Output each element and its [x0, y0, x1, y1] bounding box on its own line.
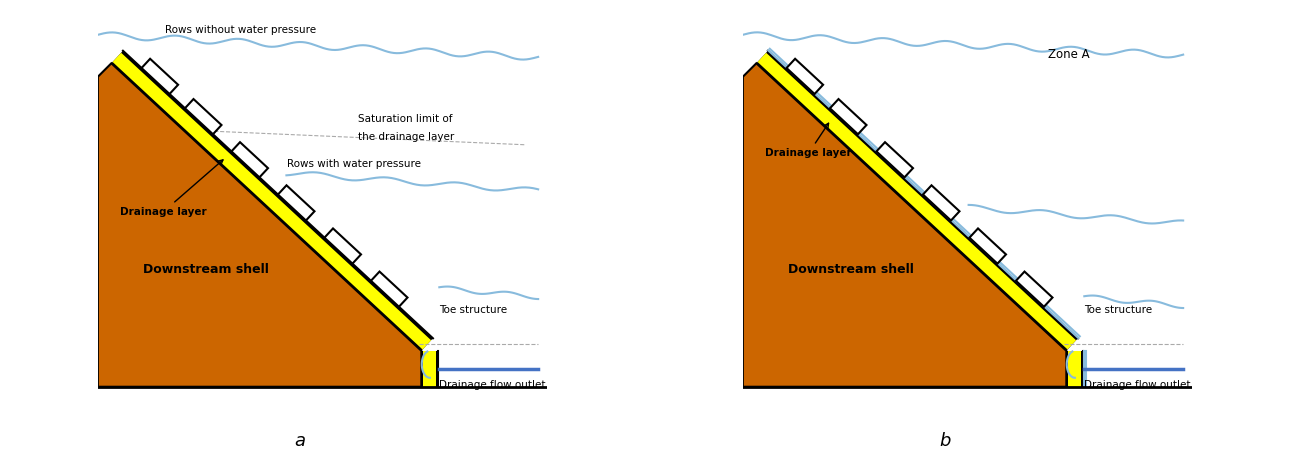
Polygon shape — [757, 53, 1076, 350]
Polygon shape — [111, 51, 433, 351]
Polygon shape — [372, 271, 408, 307]
Polygon shape — [876, 142, 913, 177]
Polygon shape — [325, 228, 361, 263]
Polygon shape — [970, 228, 1006, 263]
Polygon shape — [756, 51, 1078, 351]
Polygon shape — [922, 185, 960, 220]
Polygon shape — [142, 59, 178, 94]
Text: Zone A: Zone A — [1049, 48, 1090, 61]
Text: Rows with water pressure: Rows with water pressure — [286, 160, 421, 169]
Text: Drainage layer: Drainage layer — [120, 160, 223, 217]
Polygon shape — [422, 351, 439, 387]
Polygon shape — [829, 99, 867, 134]
Text: Rows without water pressure: Rows without water pressure — [165, 25, 316, 35]
Text: Drainage layer: Drainage layer — [765, 123, 851, 158]
Text: Downstream shell: Downstream shell — [788, 263, 913, 277]
Polygon shape — [423, 351, 436, 387]
Polygon shape — [231, 142, 268, 177]
Text: Drainage flow outlet: Drainage flow outlet — [1085, 380, 1191, 389]
Text: b: b — [939, 431, 951, 450]
Polygon shape — [112, 53, 431, 350]
Polygon shape — [787, 59, 823, 94]
Text: Drainage flow outlet: Drainage flow outlet — [440, 380, 546, 389]
Polygon shape — [98, 63, 422, 387]
Text: a: a — [294, 431, 306, 450]
Polygon shape — [1068, 351, 1081, 387]
Text: Toe structure: Toe structure — [1085, 306, 1152, 315]
Polygon shape — [184, 99, 222, 134]
Text: Saturation limit of: Saturation limit of — [359, 115, 453, 124]
Text: Downstream shell: Downstream shell — [143, 263, 268, 277]
Polygon shape — [743, 63, 1067, 387]
Text: the drainage layer: the drainage layer — [359, 132, 454, 142]
Polygon shape — [1067, 351, 1084, 387]
Polygon shape — [1017, 271, 1053, 307]
Text: Toe structure: Toe structure — [440, 306, 507, 315]
Polygon shape — [277, 185, 315, 220]
